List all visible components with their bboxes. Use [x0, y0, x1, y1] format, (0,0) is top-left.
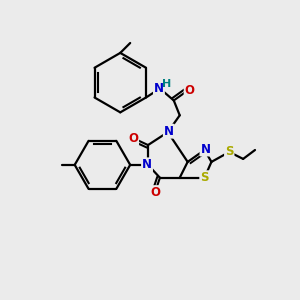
Text: O: O — [150, 186, 160, 199]
Text: O: O — [184, 84, 195, 97]
Text: S: S — [225, 146, 233, 158]
Text: N: N — [154, 82, 164, 95]
Text: N: N — [164, 125, 174, 138]
Text: N: N — [142, 158, 152, 171]
Text: S: S — [200, 171, 209, 184]
Text: O: O — [128, 132, 138, 145]
Text: N: N — [200, 142, 211, 155]
Text: H: H — [162, 79, 172, 88]
